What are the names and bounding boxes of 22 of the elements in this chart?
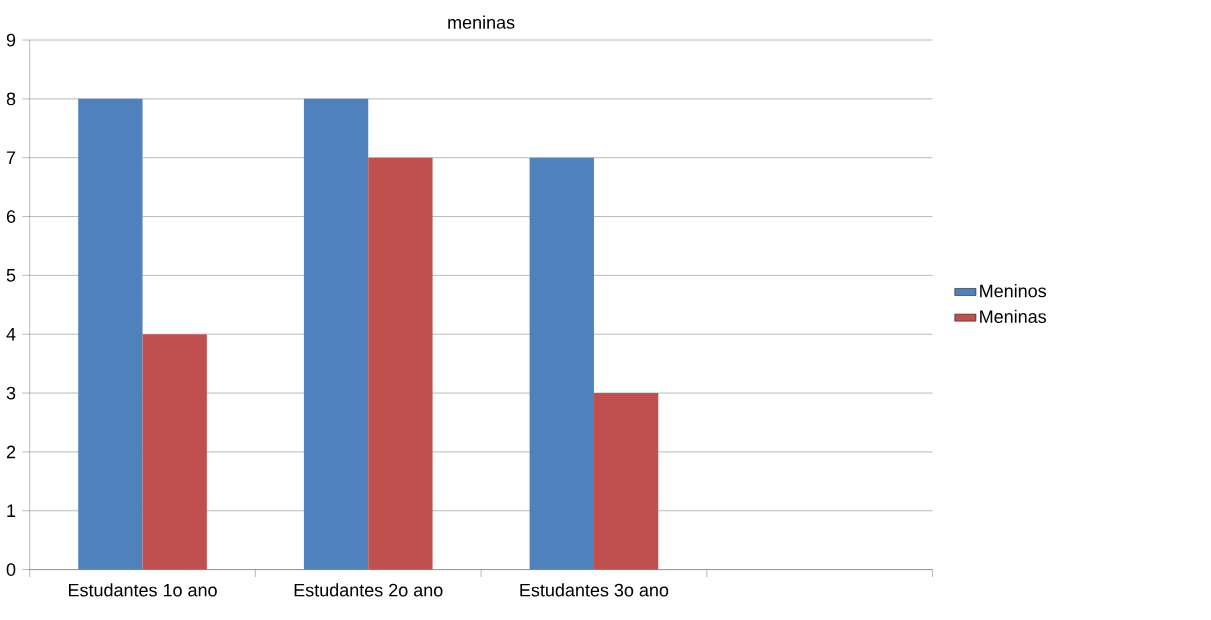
x-tick-label: Estudantes 1o ano <box>69 583 217 597</box>
chart-title: meninas <box>448 15 515 29</box>
bar <box>529 157 594 570</box>
y-tick-label: 0 <box>6 563 16 577</box>
legend-label: Meninas <box>980 309 1047 324</box>
x-tick-label: Estudantes 3o ano <box>520 583 669 597</box>
x-tick-label: Estudantes 2o ano <box>294 583 443 597</box>
y-tick-label: 4 <box>6 328 16 341</box>
legend-label: Meninos <box>980 284 1047 298</box>
bar <box>303 98 369 570</box>
y-tick-label: 5 <box>6 269 16 282</box>
y-tick-label: 9 <box>6 33 16 47</box>
bar <box>78 98 143 570</box>
y-tick-label: 3 <box>6 386 16 400</box>
y-tick-label: 6 <box>6 210 16 223</box>
y-tick-label: 8 <box>6 92 16 106</box>
bar <box>368 157 433 570</box>
y-tick-label: 2 <box>6 445 16 459</box>
y-tick-label: 7 <box>6 151 16 164</box>
bar <box>142 334 207 570</box>
y-tick-label: 1 <box>7 504 16 518</box>
bar <box>593 393 659 570</box>
